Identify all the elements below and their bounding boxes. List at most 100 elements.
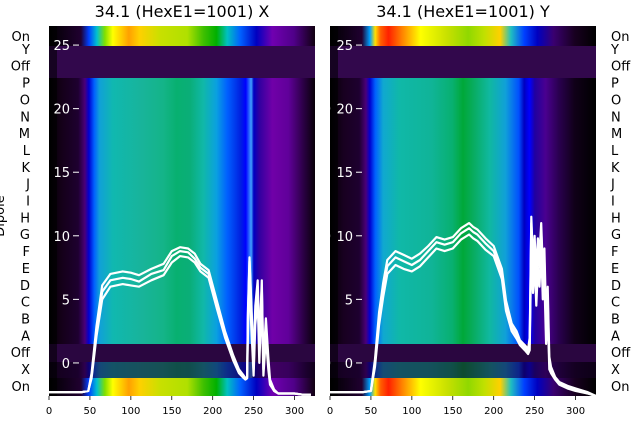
dipole-label-right: P [611, 77, 619, 92]
dipole-label-left: O [20, 93, 30, 108]
dipole-label-left: H [20, 211, 30, 226]
x-tick-label: 200 [203, 406, 222, 417]
dipole-label-left: C [21, 296, 30, 311]
x-row-band [49, 362, 315, 378]
x-tick-label: 150 [162, 406, 181, 417]
inner-y-tick-label: 5 [62, 293, 70, 308]
dipole-label-right: Off [611, 346, 631, 361]
trace-line-3 [330, 215, 596, 396]
x-tick-label: 200 [484, 406, 503, 417]
on-band-bottom [49, 378, 315, 396]
dipole-label-right: H [611, 211, 621, 226]
left-dark-margin [49, 26, 57, 396]
dipole-label-left: I [26, 195, 30, 210]
dipole-label-left: G [20, 228, 30, 243]
dipole-label-right: O [611, 93, 621, 108]
dipole-label-right: On [611, 30, 629, 45]
inner-y-tick-label: 20 [53, 103, 70, 118]
x-tick-label: 150 [443, 406, 462, 417]
heatmap-panel-2 [330, 26, 596, 396]
x-tick-label: 0 [46, 406, 52, 417]
dipole-label-right: L [611, 144, 619, 159]
dipole-label-left: L [23, 144, 31, 159]
dipole-label-left: On [12, 30, 30, 45]
inner-y-tick-label: 0 [62, 357, 70, 372]
x-tick-label: 50 [84, 406, 97, 417]
heatmap-panel-1 [49, 26, 315, 396]
off-band-bottom [49, 344, 315, 362]
dipole-label-right: N [611, 110, 621, 125]
inner-y-tick-label: 15 [53, 166, 70, 181]
dipole-label-right: B [611, 312, 620, 327]
y-axis-label: Dipole [0, 195, 8, 236]
on-band-bottom [330, 378, 596, 396]
x-tick-label: 100 [121, 406, 140, 417]
inner-y-tick-label: 20 [336, 103, 353, 118]
dipole-label-right: Y [610, 43, 619, 58]
dipole-label-right: D [611, 279, 621, 294]
panel-title-1: 34.1 (HexE1=1001) X [95, 2, 270, 21]
dipole-label-left: F [23, 245, 30, 260]
dipole-label-right: Off [611, 60, 631, 75]
left-dark-margin [330, 26, 338, 396]
dipole-label-left: K [21, 161, 30, 176]
off-band-top-shade [330, 46, 596, 78]
dipole-label-left: A [21, 329, 30, 344]
dipole-label-left: Y [21, 43, 30, 58]
inner-y-tick-label-secondary: 20 [314, 103, 331, 118]
on-band-top [330, 26, 596, 46]
heatmap-background [49, 26, 596, 396]
x-tick-label: 250 [525, 406, 544, 417]
x-tick-label: 100 [402, 406, 421, 417]
x-row-band [330, 362, 596, 378]
panel-title-2: 34.1 (HexE1=1001) Y [376, 2, 550, 21]
dipole-label-right: On [611, 380, 629, 395]
inner-y-tick-label: 10 [336, 230, 353, 245]
off-band-top-shade [49, 46, 315, 78]
inner-y-tick-label: 15 [336, 166, 353, 181]
inner-y-tick-label-secondary: 5 [323, 293, 331, 308]
inner-y-tick-label: 5 [345, 293, 353, 308]
dipole-label-left: D [20, 279, 30, 294]
inner-y-tick-label-secondary: 15 [314, 166, 331, 181]
off-band-bottom [330, 344, 596, 362]
x-tick-label: 300 [566, 406, 585, 417]
inner-y-tick-label-secondary: 0 [323, 357, 331, 372]
dipole-label-left: Off [11, 60, 31, 75]
dipole-label-left: N [20, 110, 30, 125]
chart-labels: 34.1 (HexE1=1001) X0 50 100 150 200 250 30034.… [0, 2, 631, 417]
dipole-label-right: E [611, 262, 619, 277]
x-tick-label: 0 [327, 406, 333, 417]
inner-y-tick-label-secondary: 25 [314, 39, 331, 54]
x-tick-label: 300 [285, 406, 304, 417]
inner-y-tick-label-secondary: 10 [314, 230, 331, 245]
x-tick-label: 250 [244, 406, 263, 417]
dipole-label-right: I [611, 195, 615, 210]
dipole-label-right: K [611, 161, 620, 176]
dipole-label-right: J [610, 178, 615, 193]
dipole-label-right: G [611, 228, 621, 243]
dipole-label-right: X [611, 363, 620, 378]
dipole-label-left: B [21, 312, 30, 327]
dipole-label-left: On [12, 380, 30, 395]
dipole-label-left: X [21, 363, 30, 378]
inner-y-tick-label: 10 [53, 230, 70, 245]
dipole-label-right: C [611, 296, 620, 311]
dipole-label-left: M [19, 127, 30, 142]
inner-y-tick-label: 25 [53, 39, 70, 54]
dipole-label-left: E [22, 262, 30, 277]
dipole-label-left: J [25, 178, 30, 193]
dipole-label-left: P [22, 77, 30, 92]
dipole-label-left: Off [11, 346, 31, 361]
dipole-label-right: A [611, 329, 620, 344]
on-band-top [49, 26, 315, 46]
dipole-label-right: M [611, 127, 622, 142]
inner-y-tick-label: 0 [345, 357, 353, 372]
trace-line-3 [49, 246, 311, 396]
inner-y-tick-label: 25 [336, 39, 353, 54]
dipole-label-right: F [611, 245, 618, 260]
x-tick-label: 50 [365, 406, 378, 417]
